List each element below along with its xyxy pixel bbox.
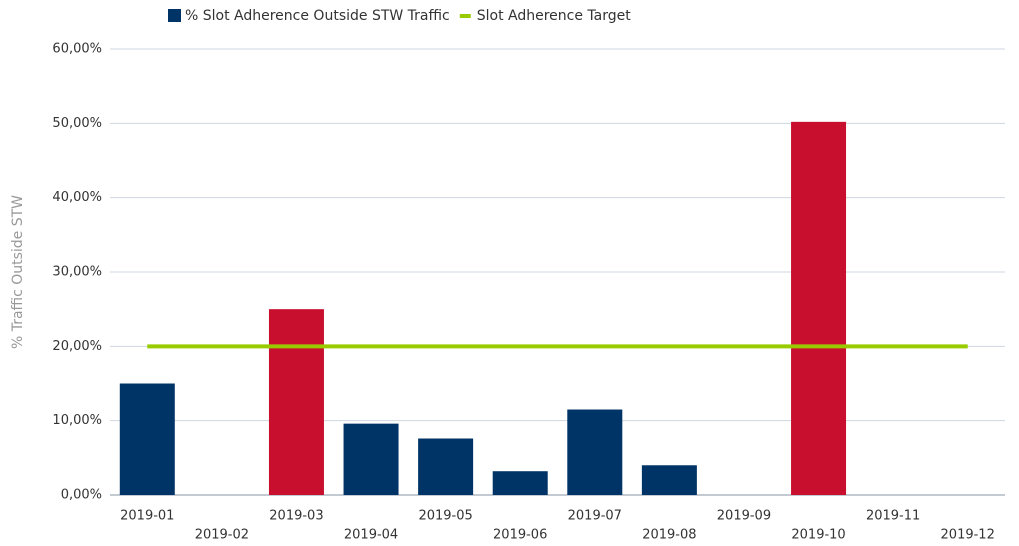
x-tick-label: 2019-01: [120, 509, 174, 524]
x-tick-label: 2019-11: [866, 509, 920, 524]
x-tick-label: 2019-02: [195, 528, 249, 543]
x-tick-label: 2019-10: [791, 528, 845, 543]
bar: [418, 438, 474, 495]
x-tick-label: 2019-03: [269, 509, 323, 524]
y-tick-label: 0,00%: [61, 488, 102, 503]
y-tick-label: 30,00%: [52, 265, 102, 280]
x-tick-label: 2019-09: [717, 509, 771, 524]
y-axis-label: % Traffic Outside STW: [10, 195, 26, 349]
bar: [268, 309, 324, 495]
legend-label: % Slot Adherence Outside STW Traffic: [185, 8, 450, 24]
bar: [119, 383, 175, 495]
bar: [492, 471, 548, 495]
legend-label: Slot Adherence Target: [477, 8, 632, 24]
bar: [641, 465, 697, 495]
y-tick-label: 60,00%: [52, 42, 102, 57]
y-tick-label: 40,00%: [52, 190, 102, 205]
x-tick-label: 2019-04: [344, 528, 398, 543]
bar: [567, 409, 623, 495]
x-tick-label: 2019-07: [568, 509, 622, 524]
bar: [343, 423, 399, 495]
y-tick-label: 10,00%: [52, 413, 102, 428]
bar: [791, 121, 847, 495]
x-tick-label: 2019-12: [941, 528, 995, 543]
x-tick-label: 2019-08: [642, 528, 696, 543]
y-tick-label: 50,00%: [52, 116, 102, 131]
legend-swatch: [168, 9, 181, 22]
x-tick-label: 2019-05: [418, 509, 472, 524]
y-tick-label: 20,00%: [52, 339, 102, 354]
x-tick-label: 2019-06: [493, 528, 547, 543]
